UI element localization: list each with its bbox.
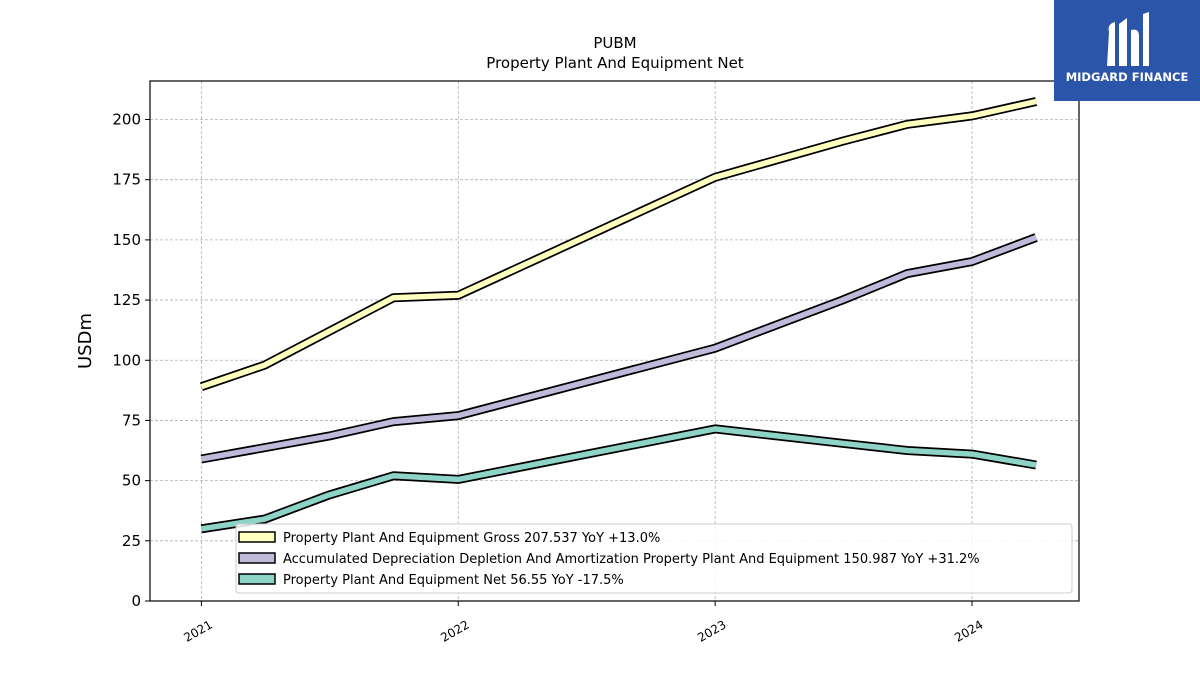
- series-fill: [200, 426, 1037, 532]
- legend-swatch: [238, 531, 276, 543]
- brand-logo-icon: [1107, 12, 1149, 67]
- brand-name: MIDGARD FINANCE: [1065, 70, 1189, 84]
- legend-swatch: [238, 573, 276, 585]
- y-axis-ticks: 0 25 50 75 100 125 150 175 200: [112, 111, 150, 610]
- y-tick-label: 125: [112, 291, 141, 309]
- brand-logo: MIDGARD FINANCE: [1054, 0, 1200, 101]
- chart-title: PUBM: [593, 34, 636, 52]
- y-tick-label: 50: [122, 472, 141, 490]
- y-tick-label: 200: [112, 111, 141, 129]
- plot-frame: [149, 80, 1080, 602]
- y-axis-label: USDm: [75, 313, 96, 369]
- legend-box: [235, 523, 1073, 594]
- x-axis-ticks: 2021 2022 2023 2024: [181, 601, 986, 645]
- legend-entry: Accumulated Depreciation Depletion And A…: [283, 552, 980, 567]
- series-fill: [200, 98, 1037, 390]
- series-fill: [200, 234, 1038, 462]
- x-tick-label: 2022: [438, 617, 471, 644]
- legend: Property Plant And Equipment Gross 207.5…: [235, 523, 1073, 594]
- y-tick-label: 75: [122, 411, 141, 429]
- legend-entry: Property Plant And Equipment Net 56.55 Y…: [283, 573, 624, 588]
- y-tick-label: 0: [131, 592, 141, 610]
- y-tick-label: 25: [122, 532, 141, 550]
- x-tick-label: 2024: [952, 617, 985, 644]
- series-outline: [200, 424, 1037, 534]
- x-tick-label: 2021: [181, 617, 214, 644]
- series-outline: [199, 97, 1038, 391]
- series-layer: [199, 97, 1038, 534]
- grid-lines: [150, 81, 1079, 602]
- series-line-1: [199, 97, 1038, 391]
- x-tick-label: 2023: [695, 617, 728, 644]
- legend-swatch: [238, 552, 276, 564]
- y-tick-label: 100: [112, 351, 141, 369]
- series-line-2: [200, 233, 1038, 464]
- y-tick-label: 175: [112, 171, 141, 189]
- legend-entry: Property Plant And Equipment Gross 207.5…: [283, 531, 660, 546]
- chart-subtitle: Property Plant And Equipment Net: [486, 54, 743, 72]
- y-tick-label: 150: [112, 231, 141, 249]
- series-line-3: [200, 424, 1037, 534]
